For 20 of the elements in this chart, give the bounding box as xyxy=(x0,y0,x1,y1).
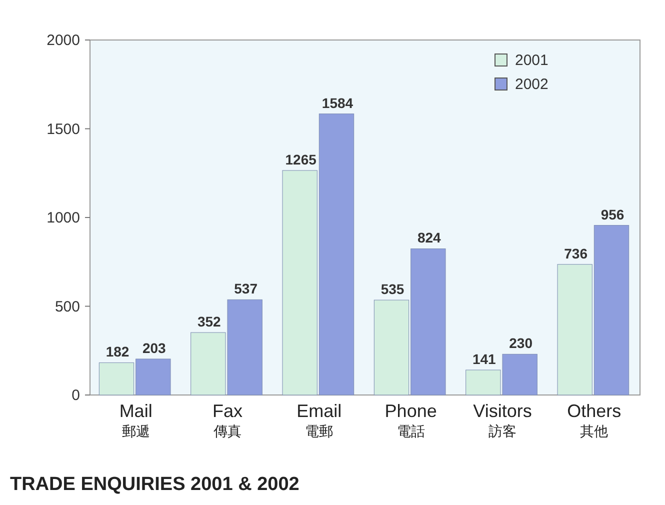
text: TRADE ENQUIRIES 2001 & 2002 xyxy=(10,474,300,495)
data-label: 824 xyxy=(417,230,442,246)
data-label: 956 xyxy=(600,206,624,222)
legend-label: 2002 xyxy=(515,76,548,93)
y-tick-label: 0 xyxy=(72,387,80,404)
data-label: 736 xyxy=(564,245,588,262)
y-tick-label: 1500 xyxy=(46,120,80,138)
data-label: 203 xyxy=(142,340,166,356)
data-label: 352 xyxy=(197,314,222,330)
data-label: 182 xyxy=(106,344,130,360)
data-label: 230 xyxy=(509,335,533,352)
legend-label: 2001 xyxy=(515,52,548,69)
data-label: 1265 xyxy=(285,151,317,168)
y-tick-label: 1000 xyxy=(46,210,80,226)
data-label: 141 xyxy=(472,350,496,367)
data-label: 535 xyxy=(380,281,404,298)
data-label: 537 xyxy=(234,280,258,297)
data-label: 1584 xyxy=(322,94,354,111)
y-tick-label: 2000 xyxy=(46,32,80,49)
y-tick-label: 500 xyxy=(54,298,80,316)
